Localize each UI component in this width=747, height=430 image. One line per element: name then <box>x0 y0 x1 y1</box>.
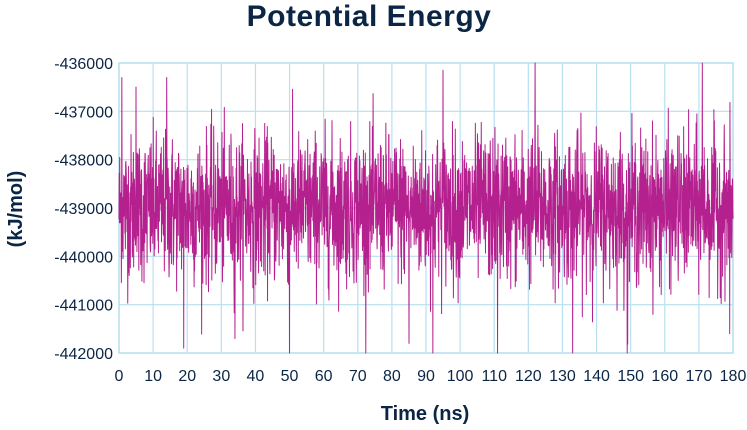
y-tick-label: -436000 <box>54 56 113 73</box>
x-tick-label: 100 <box>447 368 474 385</box>
y-tick-label: -441000 <box>54 298 113 315</box>
y-axis-label: (kJ/mol) <box>5 171 27 248</box>
x-tick-label: 60 <box>315 368 333 385</box>
x-tick-label: 180 <box>720 368 747 385</box>
x-tick-label: 170 <box>686 368 713 385</box>
x-tick-label: 50 <box>281 368 299 385</box>
tick-labels: 0 10 20 30 40 50 60 70 80 90 100 110 120 130 140 150 160… <box>54 56 746 385</box>
x-tick-label: 150 <box>617 368 644 385</box>
x-tick-label: 70 <box>349 368 367 385</box>
x-tick-label: 10 <box>144 368 162 385</box>
x-tick-label: 120 <box>515 368 542 385</box>
y-tick-label: -437000 <box>54 104 113 121</box>
x-tick-label: 110 <box>481 368 507 385</box>
x-tick-label: 140 <box>583 368 610 385</box>
chart-title: Potential Energy <box>247 0 492 33</box>
series-line-potential-energy <box>118 62 734 354</box>
x-tick-label: 30 <box>212 368 230 385</box>
x-tick-label: 40 <box>247 368 265 385</box>
x-tick-label: 90 <box>417 368 435 385</box>
series-layer <box>118 62 734 354</box>
y-tick-label: -440000 <box>54 249 113 266</box>
x-tick-label: 130 <box>549 368 576 385</box>
x-tick-label: 0 <box>115 368 124 385</box>
y-tick-label: -439000 <box>54 201 113 218</box>
x-tick-label: 80 <box>383 368 401 385</box>
x-tick-label: 160 <box>651 368 678 385</box>
x-tick-label: 20 <box>178 368 196 385</box>
y-tick-label: -438000 <box>54 153 113 170</box>
y-tick-label: -442000 <box>54 346 113 363</box>
x-axis-label: Time (ns) <box>381 403 470 425</box>
